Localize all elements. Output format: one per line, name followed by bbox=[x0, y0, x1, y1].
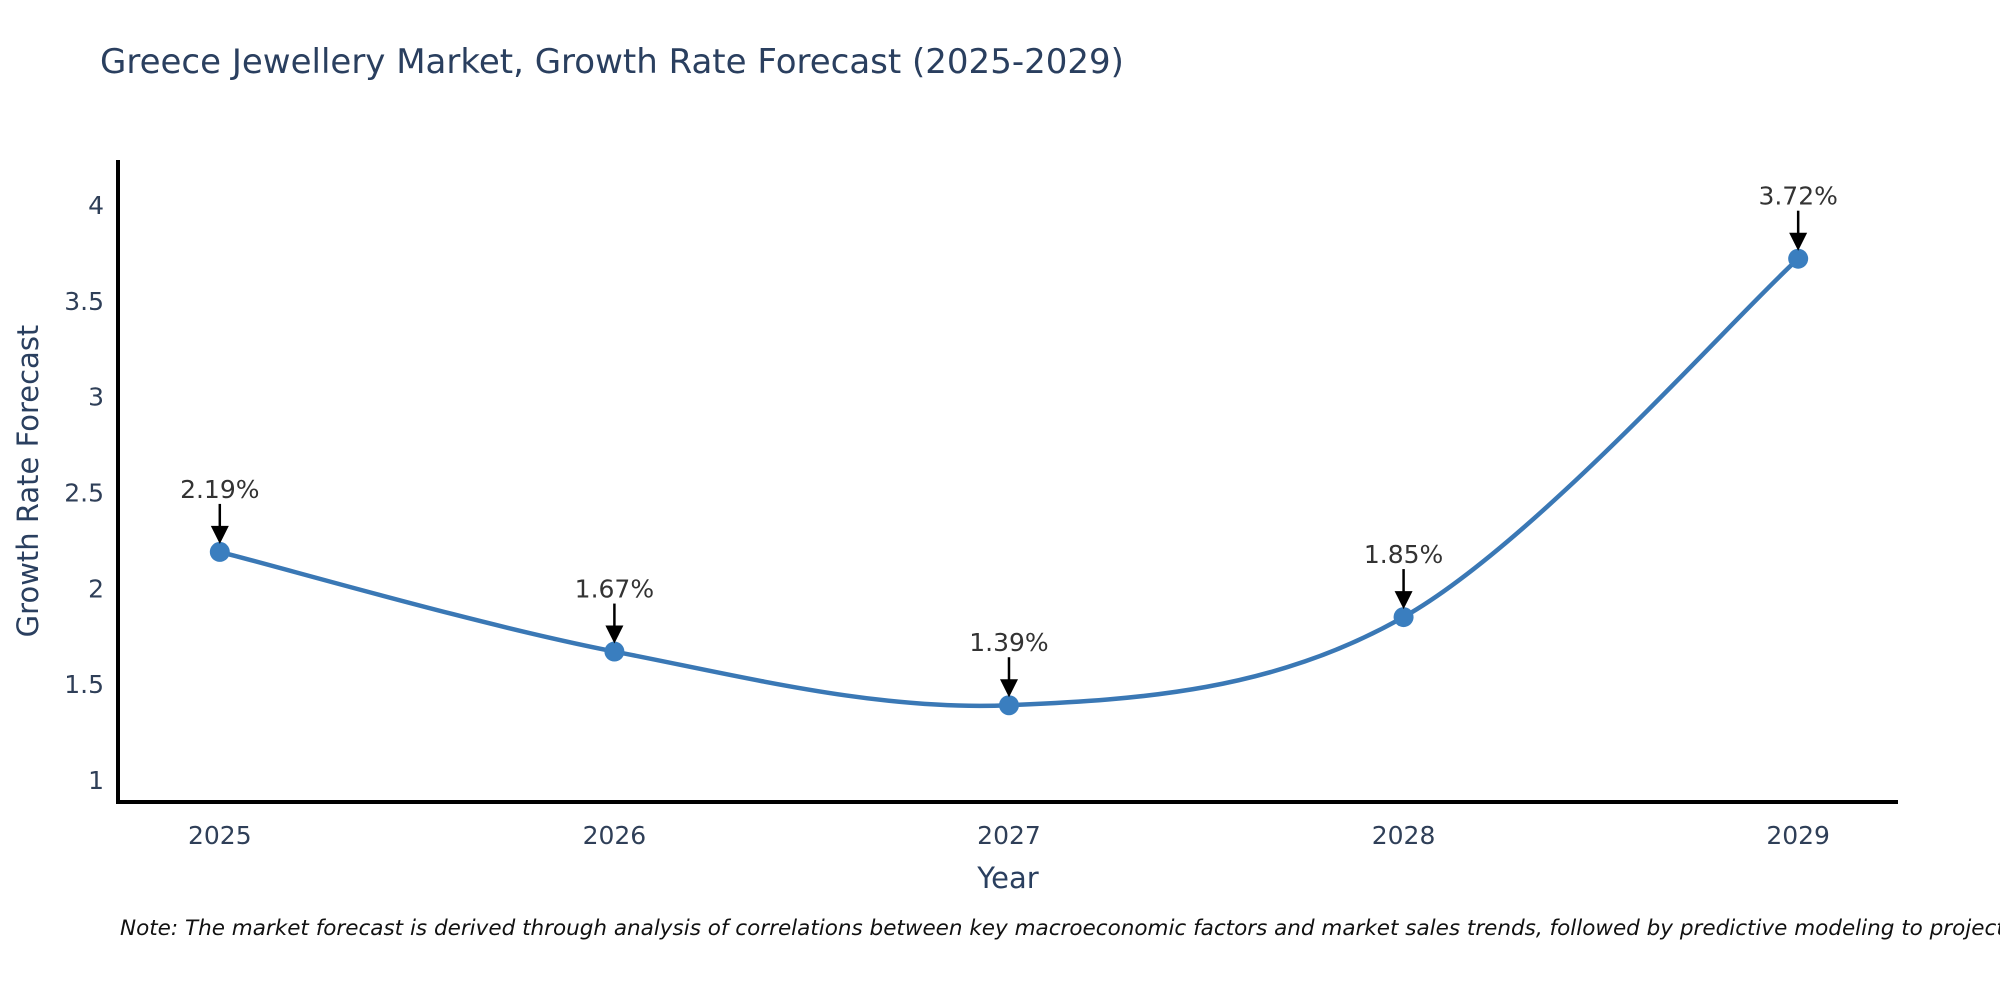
point-value-label: 2.19% bbox=[180, 475, 259, 504]
annotation-arrowhead-icon bbox=[605, 625, 624, 644]
point-value-label: 1.39% bbox=[969, 628, 1048, 657]
x-tick-label: 2028 bbox=[1372, 821, 1436, 850]
point-value-label: 1.85% bbox=[1364, 540, 1443, 569]
annotation-arrowhead-icon bbox=[1394, 591, 1413, 610]
y-tick-label: 1.5 bbox=[64, 670, 104, 699]
data-point-marker[interactable] bbox=[1788, 248, 1809, 269]
axis-lines bbox=[116, 160, 1898, 804]
data-point-marker[interactable] bbox=[998, 695, 1019, 716]
y-axis-title: Growth Rate Forecast bbox=[11, 325, 45, 638]
annotation-arrowhead-icon bbox=[1789, 232, 1808, 251]
chart-title: Greece Jewellery Market, Growth Rate For… bbox=[100, 42, 1124, 82]
y-tick-label: 2 bbox=[88, 574, 104, 603]
x-tick-label: 2026 bbox=[583, 821, 647, 850]
point-value-label: 3.72% bbox=[1758, 182, 1837, 211]
data-point-marker[interactable] bbox=[1393, 607, 1414, 628]
y-tick-label: 3 bbox=[88, 383, 104, 412]
y-tick-label: 4 bbox=[88, 191, 104, 220]
footnote: Note: The market forecast is derived thr… bbox=[120, 916, 2000, 941]
annotation-arrowhead-icon bbox=[999, 679, 1018, 698]
y-tick-label: 1 bbox=[88, 766, 104, 795]
y-tick-label: 2.5 bbox=[64, 478, 104, 507]
y-tick-label: 3.5 bbox=[64, 287, 104, 316]
annotation-arrowhead-icon bbox=[210, 525, 229, 544]
data-point-marker[interactable] bbox=[209, 541, 230, 562]
data-point-marker[interactable] bbox=[604, 641, 625, 662]
x-tick-label: 2027 bbox=[977, 821, 1041, 850]
x-tick-label: 2025 bbox=[188, 821, 252, 850]
x-tick-label: 2029 bbox=[1766, 821, 1830, 850]
x-axis-title: Year bbox=[976, 861, 1038, 895]
point-value-label: 1.67% bbox=[575, 575, 654, 604]
